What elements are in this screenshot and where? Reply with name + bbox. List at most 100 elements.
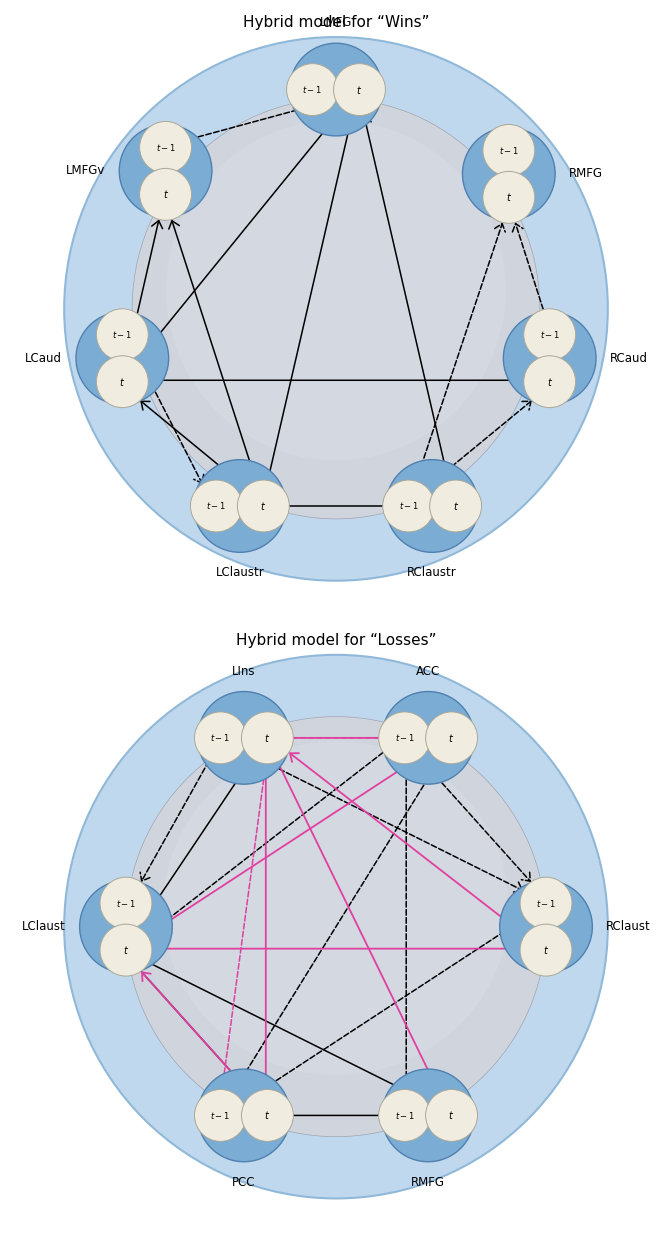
FancyArrowPatch shape <box>260 764 271 1088</box>
FancyArrowPatch shape <box>149 374 523 386</box>
FancyArrowPatch shape <box>360 116 448 480</box>
FancyArrowPatch shape <box>294 1109 425 1121</box>
FancyArrowPatch shape <box>142 972 252 1094</box>
Circle shape <box>523 356 576 408</box>
FancyArrowPatch shape <box>149 962 428 1103</box>
Circle shape <box>96 308 149 361</box>
Circle shape <box>523 308 576 361</box>
FancyArrowPatch shape <box>141 402 245 487</box>
Circle shape <box>119 125 212 217</box>
Circle shape <box>378 1090 431 1142</box>
FancyArrowPatch shape <box>294 733 424 744</box>
Circle shape <box>194 459 286 553</box>
Text: Hybrid model for “Losses”: Hybrid model for “Losses” <box>236 633 436 648</box>
Text: $t-1$: $t-1$ <box>394 733 415 744</box>
FancyArrowPatch shape <box>427 402 531 487</box>
Text: $t-1$: $t-1$ <box>206 500 226 512</box>
Text: $t$: $t$ <box>123 945 129 956</box>
Text: LCaud: LCaud <box>25 352 62 364</box>
Text: PCC: PCC <box>232 1176 255 1188</box>
Circle shape <box>194 1090 247 1142</box>
Text: $t$: $t$ <box>448 731 455 744</box>
FancyArrowPatch shape <box>190 96 335 139</box>
Text: $t-1$: $t-1$ <box>394 1109 415 1121</box>
Circle shape <box>425 1090 478 1142</box>
Circle shape <box>198 691 290 784</box>
FancyArrowPatch shape <box>289 500 429 512</box>
Circle shape <box>520 925 572 976</box>
Text: $t$: $t$ <box>356 84 362 96</box>
Text: RClaust: RClaust <box>606 920 651 934</box>
Circle shape <box>462 127 555 220</box>
Circle shape <box>286 64 339 116</box>
Circle shape <box>96 356 149 408</box>
Text: $t$: $t$ <box>260 500 266 512</box>
Text: $t$: $t$ <box>119 376 126 388</box>
FancyArrowPatch shape <box>153 943 520 955</box>
Text: $t$: $t$ <box>452 500 459 512</box>
FancyArrowPatch shape <box>140 761 209 881</box>
FancyArrowPatch shape <box>138 760 252 927</box>
Circle shape <box>429 480 482 532</box>
FancyArrowPatch shape <box>128 221 163 356</box>
Circle shape <box>76 312 169 404</box>
Circle shape <box>241 1090 294 1142</box>
Circle shape <box>140 121 192 173</box>
Text: $t-1$: $t-1$ <box>536 897 556 909</box>
Ellipse shape <box>132 99 540 519</box>
Circle shape <box>198 1070 290 1162</box>
Circle shape <box>237 480 289 532</box>
Text: $t$: $t$ <box>543 945 549 956</box>
Text: $t-1$: $t-1$ <box>116 897 136 909</box>
Text: LClaustr: LClaustr <box>216 567 264 579</box>
Ellipse shape <box>166 121 506 461</box>
FancyArrowPatch shape <box>290 753 525 935</box>
Text: $t$: $t$ <box>546 376 553 388</box>
Circle shape <box>386 459 478 553</box>
Circle shape <box>378 711 431 764</box>
Text: $t-1$: $t-1$ <box>210 1109 230 1121</box>
Text: $t$: $t$ <box>448 1109 455 1122</box>
Circle shape <box>290 44 382 136</box>
Text: RCaud: RCaud <box>610 352 648 364</box>
Text: Hybrid model for “Wins”: Hybrid model for “Wins” <box>243 15 429 30</box>
Circle shape <box>190 480 243 532</box>
Ellipse shape <box>126 716 546 1137</box>
Circle shape <box>520 877 572 929</box>
Ellipse shape <box>65 655 607 1198</box>
Text: LMFGv: LMFGv <box>66 165 106 177</box>
Text: $t-1$: $t-1$ <box>112 329 132 341</box>
FancyArrowPatch shape <box>233 761 439 1093</box>
Text: $t-1$: $t-1$ <box>155 142 175 154</box>
Circle shape <box>382 691 474 784</box>
FancyArrowPatch shape <box>243 751 522 892</box>
FancyArrowPatch shape <box>416 223 505 482</box>
Text: $t-1$: $t-1$ <box>398 500 419 512</box>
FancyArrowPatch shape <box>513 223 543 310</box>
FancyArrowPatch shape <box>138 110 341 361</box>
FancyArrowPatch shape <box>401 764 412 1088</box>
Circle shape <box>194 711 247 764</box>
Text: $t-1$: $t-1$ <box>499 145 519 156</box>
Text: LClaust: LClaust <box>22 920 66 934</box>
FancyArrowPatch shape <box>147 751 428 935</box>
Text: ACC: ACC <box>416 665 440 678</box>
Text: LIns: LIns <box>232 665 255 678</box>
Circle shape <box>425 711 478 764</box>
Circle shape <box>100 925 152 976</box>
FancyArrowPatch shape <box>278 761 440 1092</box>
Circle shape <box>333 64 386 116</box>
FancyArrowPatch shape <box>222 765 270 1090</box>
Text: $t$: $t$ <box>264 731 270 744</box>
Circle shape <box>100 877 152 929</box>
Circle shape <box>483 171 535 223</box>
Text: LMFG: LMFG <box>320 16 352 30</box>
Text: $t-1$: $t-1$ <box>210 733 230 744</box>
FancyArrowPatch shape <box>148 753 383 935</box>
Ellipse shape <box>65 37 607 580</box>
Circle shape <box>79 880 172 973</box>
FancyArrowPatch shape <box>169 221 256 480</box>
FancyArrowPatch shape <box>244 919 525 1102</box>
Text: $t$: $t$ <box>163 188 169 201</box>
Text: $t$: $t$ <box>506 191 512 203</box>
